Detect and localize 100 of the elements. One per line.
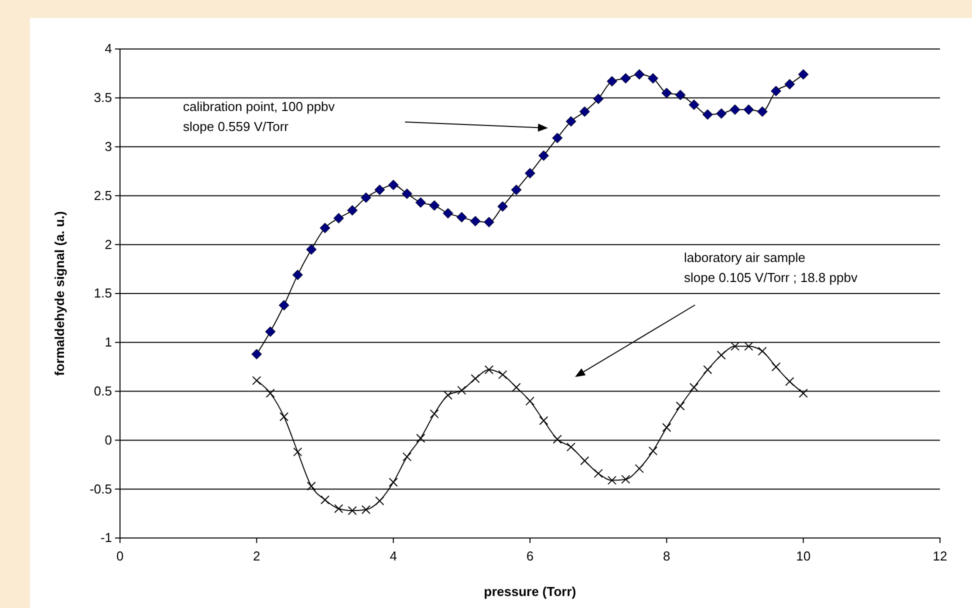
point <box>648 446 658 456</box>
point <box>690 382 698 392</box>
y-tick-label: 0 <box>104 432 112 448</box>
point <box>293 447 302 456</box>
point <box>430 409 439 418</box>
y-axis-title: formaldehyde signal (a. u.) <box>52 211 67 376</box>
point <box>388 478 398 487</box>
point <box>362 505 370 514</box>
point <box>730 104 740 115</box>
point <box>388 180 399 190</box>
point <box>444 390 452 400</box>
point <box>676 401 685 410</box>
point <box>757 106 768 117</box>
point <box>360 192 372 203</box>
point <box>608 476 616 485</box>
x-tick-label: 0 <box>116 548 124 564</box>
point <box>593 94 604 104</box>
x-tick-label: 2 <box>253 548 260 564</box>
point <box>457 386 466 395</box>
point <box>621 474 630 484</box>
point <box>526 396 534 406</box>
point <box>743 104 754 115</box>
point <box>266 388 275 398</box>
point <box>744 342 754 351</box>
point <box>634 464 644 474</box>
y-tick-label: 4 <box>104 41 112 56</box>
point <box>716 350 726 360</box>
point <box>348 506 357 516</box>
y-tick-label: 1 <box>104 334 112 350</box>
point <box>402 188 412 199</box>
y-tick-label: -0.5 <box>90 481 112 496</box>
point <box>402 452 412 462</box>
point <box>512 382 521 392</box>
point <box>320 495 330 504</box>
point <box>375 496 384 506</box>
annotation: calibration point, 100 ppbv slope 0.559 V/Torr <box>183 99 336 134</box>
point <box>675 90 686 100</box>
x-tick-label: 4 <box>390 548 397 564</box>
x-tick-label: 10 <box>796 548 811 564</box>
y-tick-label: 2.5 <box>94 188 112 203</box>
point <box>320 222 330 234</box>
point <box>702 109 713 120</box>
point <box>648 73 658 84</box>
point <box>785 377 794 386</box>
point <box>470 374 480 384</box>
point <box>278 300 290 310</box>
y-tick-label: 3.5 <box>94 90 112 106</box>
point <box>511 184 522 196</box>
point <box>661 88 672 98</box>
point <box>333 212 344 224</box>
point <box>416 434 426 443</box>
point <box>703 365 712 374</box>
point <box>634 69 645 80</box>
y-tick-label: 3 <box>104 138 112 154</box>
point <box>265 326 276 337</box>
x-tick-label: 6 <box>526 548 534 564</box>
point <box>497 201 508 212</box>
point <box>716 108 727 119</box>
point <box>579 106 590 117</box>
point <box>484 216 494 228</box>
point <box>594 468 603 478</box>
y-tick-label: 0.5 <box>94 383 112 398</box>
point <box>662 422 672 432</box>
point <box>470 216 481 226</box>
point <box>252 376 262 386</box>
point <box>798 388 808 398</box>
point <box>539 416 548 426</box>
point <box>730 342 740 351</box>
point <box>524 168 536 178</box>
point <box>552 132 563 144</box>
point <box>306 482 316 491</box>
x-tick-label: 12 <box>932 548 948 564</box>
point <box>415 197 426 208</box>
point <box>292 270 303 280</box>
point <box>784 78 795 90</box>
point <box>538 150 549 161</box>
point <box>566 442 576 452</box>
point <box>280 412 288 422</box>
y-tick-label: 2 <box>104 236 112 252</box>
point <box>566 116 576 127</box>
x-axis-title: pressure (Torr) <box>484 584 576 599</box>
point <box>306 244 317 255</box>
point <box>552 434 562 444</box>
y-tick-label: -1 <box>100 530 112 546</box>
y-tick-label: 1.5 <box>94 286 112 301</box>
point <box>772 362 780 372</box>
point <box>347 205 358 216</box>
point <box>456 212 467 222</box>
point <box>442 208 454 219</box>
point <box>251 348 262 360</box>
point <box>798 69 809 80</box>
annotation: laboratory air sample slope 0.105 V/Torr ; 18.8 ppbv <box>684 250 858 286</box>
point <box>688 99 700 110</box>
point <box>498 370 508 380</box>
point <box>606 76 618 87</box>
point <box>770 86 782 96</box>
point <box>580 456 590 466</box>
point <box>758 346 767 356</box>
point <box>334 504 344 514</box>
point <box>429 200 440 211</box>
